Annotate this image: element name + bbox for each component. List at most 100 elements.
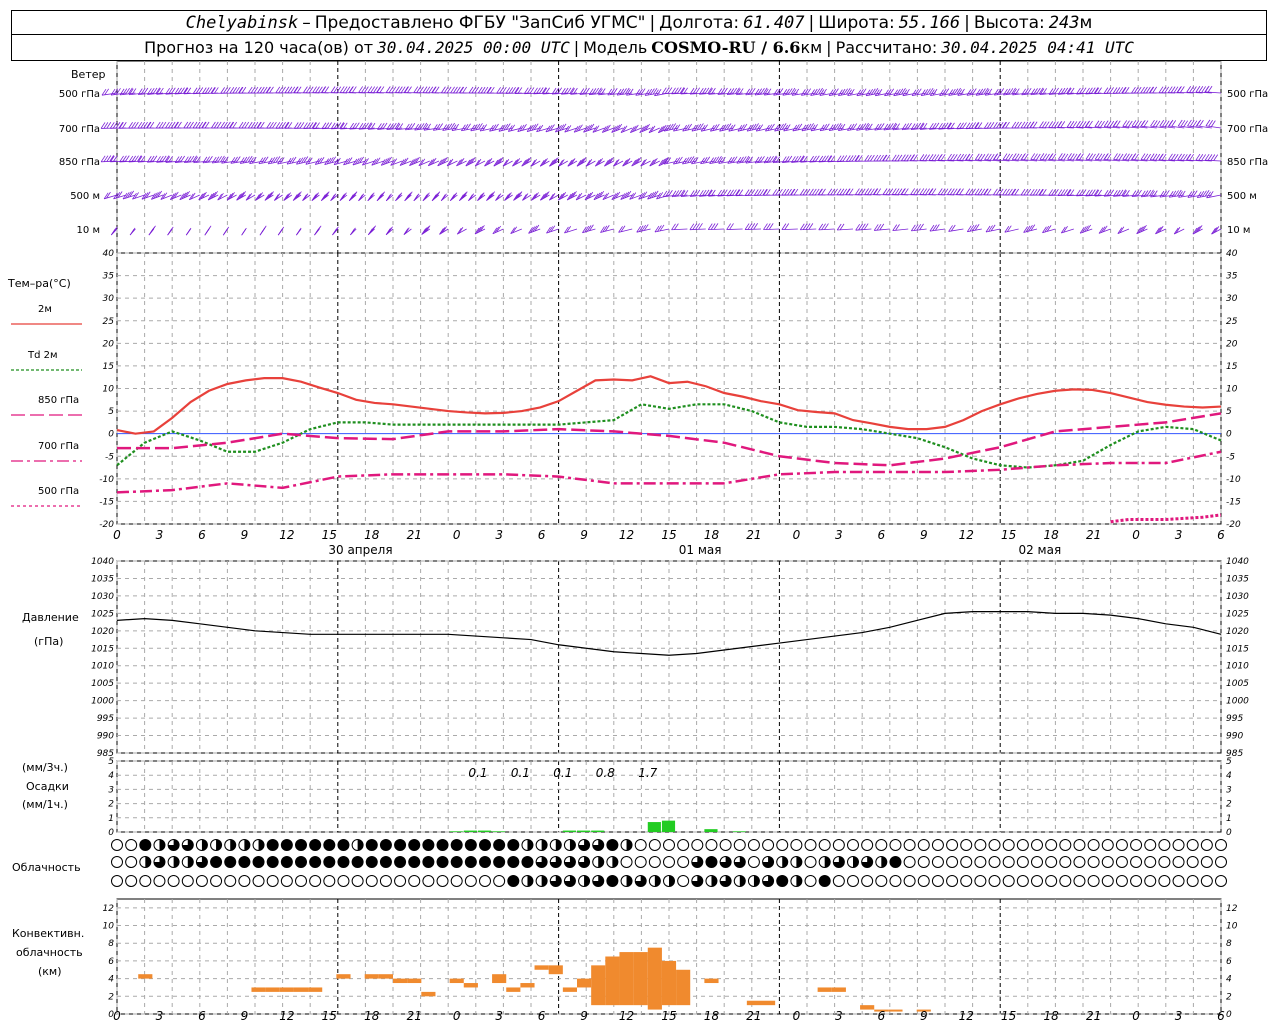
wind-barb-feather	[978, 88, 984, 96]
wind-barb-feather	[169, 193, 175, 200]
wind-barb-feather	[205, 156, 211, 163]
wind-barb-feather	[245, 194, 251, 201]
cloud-three-quarter	[153, 856, 165, 868]
wind-barb	[1206, 191, 1222, 199]
cloud-three-quarter	[564, 875, 576, 887]
wind-barb-feather	[413, 157, 418, 165]
cloud-symbol	[224, 856, 237, 868]
wind-barb-staff	[343, 160, 357, 166]
wind-barb-feather	[1054, 189, 1059, 196]
conv-tick-right: 8	[1226, 939, 1232, 949]
wind-barb-feather	[261, 225, 267, 233]
cloud-half	[258, 839, 265, 851]
convective-bar	[746, 1000, 761, 1006]
cloud-symbol	[238, 856, 251, 868]
cloud-full	[606, 875, 618, 887]
wind-barb-staff	[545, 127, 559, 133]
wind-barb-feather	[838, 124, 843, 131]
wind-barb-feather	[766, 156, 772, 163]
wind-barb-staff	[371, 160, 384, 166]
wind-barb	[663, 123, 679, 132]
cloud-symbol	[776, 856, 789, 868]
wind-barb-feather	[1042, 153, 1048, 160]
wind-barb-feather	[1078, 120, 1084, 128]
wind-barb	[1085, 153, 1102, 162]
wind-barb-feather	[128, 87, 133, 95]
wind-barb-feather	[877, 123, 882, 130]
wind-barb-feather	[870, 188, 875, 195]
wind-barb-feather	[474, 159, 480, 167]
wind-barb-feather	[855, 223, 861, 231]
cloud-circle	[960, 856, 973, 868]
wind-barb-feather	[665, 190, 671, 197]
wind-barb-feather	[611, 126, 616, 133]
cloud-symbol	[422, 856, 435, 868]
wind-barb-feather	[321, 86, 327, 93]
cloud-half	[612, 856, 618, 868]
wind-barb-feather	[570, 88, 575, 95]
wind-barb-feather	[403, 228, 409, 235]
wind-barb	[947, 153, 964, 162]
wind-barb-feather	[336, 122, 342, 129]
wind-barb-feather	[345, 86, 351, 93]
temp-tick-right: -20	[1226, 520, 1241, 530]
wind-barb-feather	[806, 123, 812, 131]
wind-barb-feather	[370, 86, 376, 93]
wind-barb-feather	[137, 155, 143, 163]
wind-barb-feather	[217, 193, 222, 201]
cloud-symbol	[436, 875, 449, 887]
wind-barb-feather	[1177, 153, 1182, 161]
cloud-symbol	[592, 839, 605, 851]
cloud-symbol	[507, 856, 520, 868]
wind-barb-staff	[132, 194, 145, 200]
wind-barb	[522, 193, 532, 201]
wind-barb-feather	[977, 122, 983, 129]
wind-barb-staff	[1104, 126, 1120, 129]
wind-barb-feather	[689, 223, 695, 230]
wind-barb-feather	[321, 122, 327, 129]
wind-barb	[546, 225, 559, 234]
wind-barb-feather	[441, 86, 446, 93]
wind-barb-feather	[296, 122, 302, 129]
wind-barb-feather	[534, 192, 539, 199]
wind-barb-staff	[583, 127, 596, 133]
wind-barb-staff	[1178, 194, 1194, 198]
cloud-circle	[620, 856, 633, 868]
cloud-circle	[1158, 875, 1171, 887]
wind-barb	[929, 224, 946, 232]
convective-bar	[591, 965, 606, 1006]
cloud-symbol	[903, 839, 916, 851]
wind-barb-feather	[969, 88, 974, 96]
wind-barb-staff	[1211, 228, 1222, 235]
wind-barb-feather	[132, 192, 137, 200]
wind-barb-feather	[691, 157, 696, 165]
wind-barb-feather	[270, 157, 276, 164]
wind-barb-feather	[101, 88, 107, 96]
wind-barb-staff	[409, 160, 421, 166]
wind-barb-feather	[1173, 227, 1179, 235]
cloud-circle	[903, 875, 916, 887]
wind-barb-feather	[671, 190, 677, 197]
wind-barb-feather	[800, 156, 805, 163]
wind-barb-staff	[1095, 158, 1111, 162]
wind-barb	[275, 121, 292, 129]
wind-barb-feather	[700, 124, 706, 132]
wind-barb-feather	[854, 155, 860, 162]
cloud-symbol	[847, 839, 859, 851]
wind-barb-feather	[281, 86, 286, 94]
wind-barb-staff	[582, 228, 596, 234]
wind-barb-feather	[858, 123, 864, 131]
wind-barb-feather	[188, 193, 194, 201]
wind-barb-feather	[397, 192, 403, 199]
cloud-symbol	[733, 875, 746, 887]
wind-barb-staff	[1136, 228, 1148, 235]
wind-barb	[791, 88, 808, 96]
cloud-symbol	[167, 856, 180, 868]
wind-barb	[993, 188, 1010, 196]
wind-barb-feather	[658, 192, 664, 199]
wind-barb-feather	[845, 155, 851, 162]
wind-barb	[531, 192, 541, 201]
wind-barb-feather	[952, 188, 958, 195]
wind-barb-feather	[287, 86, 293, 94]
longitude-value: 61.407	[743, 12, 805, 33]
